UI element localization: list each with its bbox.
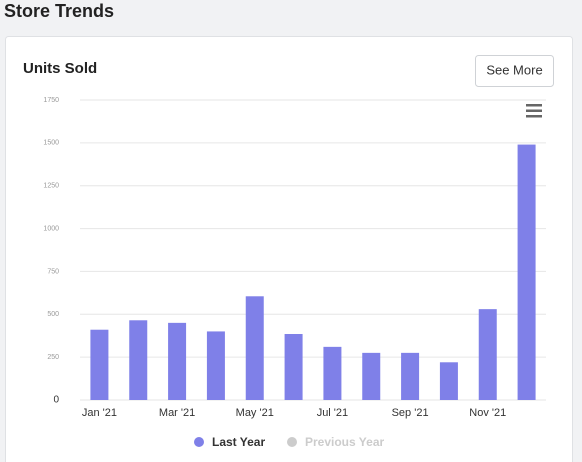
bar xyxy=(362,352,381,400)
bar xyxy=(439,362,458,400)
bar xyxy=(323,346,342,400)
x-tick-label: Nov '21 xyxy=(469,407,506,419)
bar xyxy=(90,329,109,400)
bar xyxy=(206,331,225,400)
x-tick-label: May '21 xyxy=(236,407,274,419)
menu-icon[interactable] xyxy=(526,104,542,118)
bar xyxy=(129,320,148,400)
menu-bar[interactable] xyxy=(526,104,542,107)
y-tick-label: 1250 xyxy=(43,183,59,190)
legend-label[interactable]: Last Year xyxy=(212,435,265,449)
bar xyxy=(168,322,187,400)
bar xyxy=(401,352,420,400)
x-tick-label: Sep '21 xyxy=(392,407,429,419)
y-tick-label: 500 xyxy=(47,311,59,318)
x-tick-label: Jul '21 xyxy=(317,407,348,419)
y-tick-label: 0 xyxy=(53,395,59,406)
plot: 0 250 500 750 1000 1250 1500 1750 Jan '21 Mar '21… xyxy=(43,97,546,449)
see-more-button[interactable] xyxy=(475,55,554,87)
y-tick-label: 750 xyxy=(47,268,59,275)
y-tick-label: 1500 xyxy=(43,140,59,147)
page-title: Store Trends xyxy=(4,1,114,21)
menu-bar[interactable] xyxy=(526,109,542,113)
legend-marker xyxy=(287,437,297,447)
bar xyxy=(517,144,536,400)
y-tick-label: 1000 xyxy=(43,225,59,232)
card-title: Units Sold xyxy=(23,60,97,77)
bar xyxy=(478,309,497,400)
y-tick-label: 1750 xyxy=(43,97,59,104)
x-tick-label: Mar '21 xyxy=(159,407,195,419)
legend-marker xyxy=(194,437,204,447)
legend-label[interactable]: Previous Year xyxy=(305,435,384,449)
y-tick-label: 250 xyxy=(47,354,59,361)
see-more-label[interactable]: See More xyxy=(486,62,542,77)
menu-bar[interactable] xyxy=(526,115,542,118)
bar xyxy=(284,334,303,400)
x-tick-label: Jan '21 xyxy=(82,407,117,419)
bar xyxy=(245,296,264,400)
